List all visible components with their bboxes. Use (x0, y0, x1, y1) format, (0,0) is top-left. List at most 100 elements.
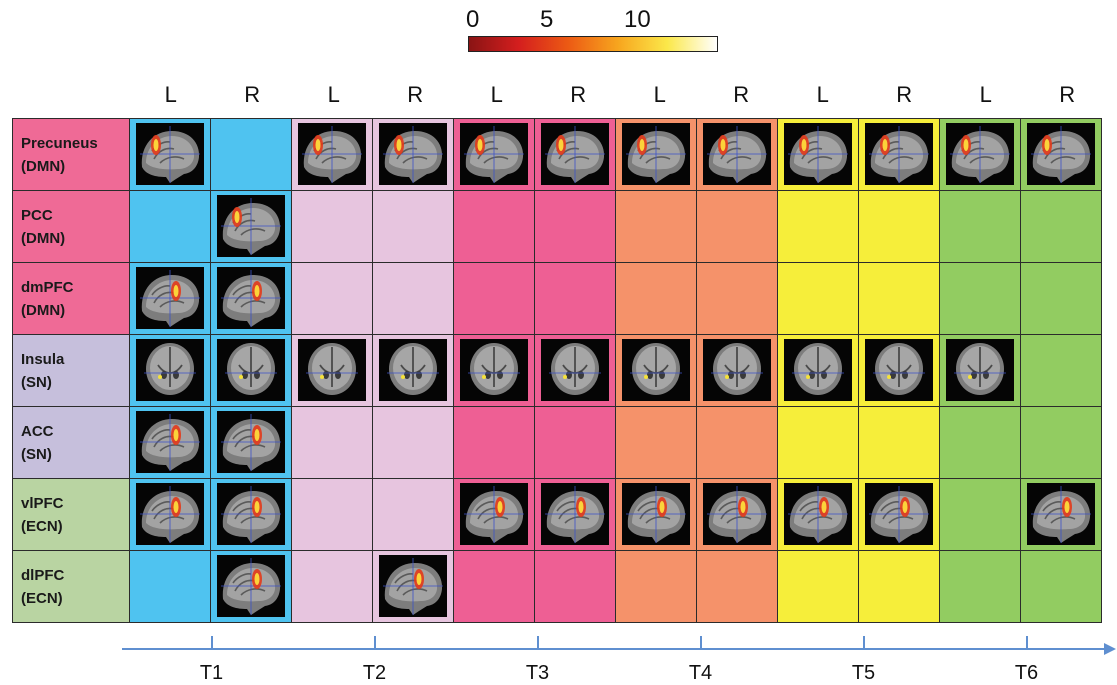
region-name: PCC (21, 206, 53, 224)
region-row: vlPFC (ECN) (12, 478, 1102, 551)
brain-sagittal-icon (460, 123, 528, 185)
grid-cell (777, 406, 859, 479)
region-label: Precuneus (DMN) (12, 118, 130, 191)
timeline-axis (122, 648, 1110, 650)
hemisphere-label-l: L (979, 82, 992, 107)
brain-sagittal-icon (784, 483, 852, 545)
brain-sagittal-icon (1027, 483, 1095, 545)
timeline-arrow-icon (1104, 643, 1116, 655)
grid-cell (696, 262, 778, 335)
grid-cell (453, 406, 535, 479)
grid-cell (939, 190, 1021, 263)
brain-sagittal-icon (217, 555, 285, 617)
region-label: ACC (SN) (12, 406, 130, 479)
grid-cell (129, 478, 211, 551)
grid-cell (858, 118, 940, 191)
grid-cell (939, 118, 1021, 191)
region-label: Insula (SN) (12, 334, 130, 407)
brain-coronal-icon (703, 339, 771, 401)
grid-cell (939, 406, 1021, 479)
grid-cell (291, 406, 373, 479)
timeline-tick (699, 636, 702, 649)
grid-cell (129, 550, 211, 623)
region-network: (DMN) (21, 301, 66, 319)
timeline-tick (1025, 636, 1028, 649)
grid-cell (615, 334, 697, 407)
grid-cell (777, 334, 859, 407)
grid-cell (777, 190, 859, 263)
grid-cell (696, 118, 778, 191)
grid-cell (615, 118, 697, 191)
grid-cell (291, 334, 373, 407)
grid-cell (777, 262, 859, 335)
grid-cell (939, 334, 1021, 407)
brain-sagittal-icon (703, 123, 771, 185)
grid-cell (210, 262, 292, 335)
brain-coronal-icon (379, 339, 447, 401)
brain-sagittal-icon (541, 483, 609, 545)
brain-sagittal-icon (703, 483, 771, 545)
grid-cell (777, 478, 859, 551)
grid-cell (1020, 550, 1102, 623)
grid-cell (453, 550, 535, 623)
region-name: dlPFC (21, 566, 65, 584)
timepoint-label: T2 (362, 662, 387, 684)
region-network: (ECN) (21, 517, 63, 535)
brain-sagittal-icon (298, 123, 366, 185)
grid-cell (534, 550, 616, 623)
grid-cell (696, 190, 778, 263)
grid-cell (858, 550, 940, 623)
grid-cell (696, 550, 778, 623)
grid-cell (534, 262, 616, 335)
brain-sagittal-icon (217, 483, 285, 545)
timeline-tick (210, 636, 213, 649)
timepoint-label: T1 (199, 662, 224, 684)
hemisphere-label-r: R (407, 82, 424, 107)
hemisphere-label-l: L (490, 82, 503, 107)
grid-cell (1020, 406, 1102, 479)
grid-cell (210, 478, 292, 551)
grid-cell (129, 262, 211, 335)
grid-cell (129, 334, 211, 407)
grid-cell (939, 478, 1021, 551)
grid-cell (291, 190, 373, 263)
grid-cell (210, 550, 292, 623)
region-network: (ECN) (21, 589, 63, 607)
grid-cell (291, 478, 373, 551)
brain-coronal-icon (946, 339, 1014, 401)
brain-sagittal-icon (136, 267, 204, 329)
grid-cell (534, 190, 616, 263)
region-name: Insula (21, 350, 65, 368)
grid-cell (372, 406, 454, 479)
brain-sagittal-icon (622, 123, 690, 185)
region-network: (SN) (21, 373, 52, 391)
grid-cell (372, 334, 454, 407)
grid-cell (1020, 190, 1102, 263)
brain-sagittal-icon (136, 123, 204, 185)
timepoint-label: T3 (525, 662, 550, 684)
region-network: (DMN) (21, 229, 66, 247)
grid-cell (696, 406, 778, 479)
grid-cell (534, 406, 616, 479)
brain-sagittal-icon (865, 123, 933, 185)
grid-cell (615, 262, 697, 335)
grid-cell (777, 118, 859, 191)
grid-cell (858, 190, 940, 263)
region-name: Precuneus (21, 134, 98, 152)
grid-cell (615, 550, 697, 623)
grid-cell (210, 334, 292, 407)
grid-cell (534, 478, 616, 551)
region-row: PCC (DMN) (12, 190, 1102, 263)
grid-cell (615, 190, 697, 263)
activation-grid: Precuneus (DMN) PCC (DMN) dmPFC (DMN) Insula (S… (12, 118, 1102, 623)
grid-cell (858, 334, 940, 407)
region-row: Precuneus (DMN) (12, 118, 1102, 191)
grid-cell (129, 406, 211, 479)
brain-sagittal-icon (1027, 123, 1095, 185)
grid-cell (939, 262, 1021, 335)
region-label: dmPFC (DMN) (12, 262, 130, 335)
colorbar-tick-10: 10 (624, 6, 651, 33)
brain-sagittal-icon (460, 483, 528, 545)
region-name: dmPFC (21, 278, 74, 296)
grid-cell (453, 118, 535, 191)
